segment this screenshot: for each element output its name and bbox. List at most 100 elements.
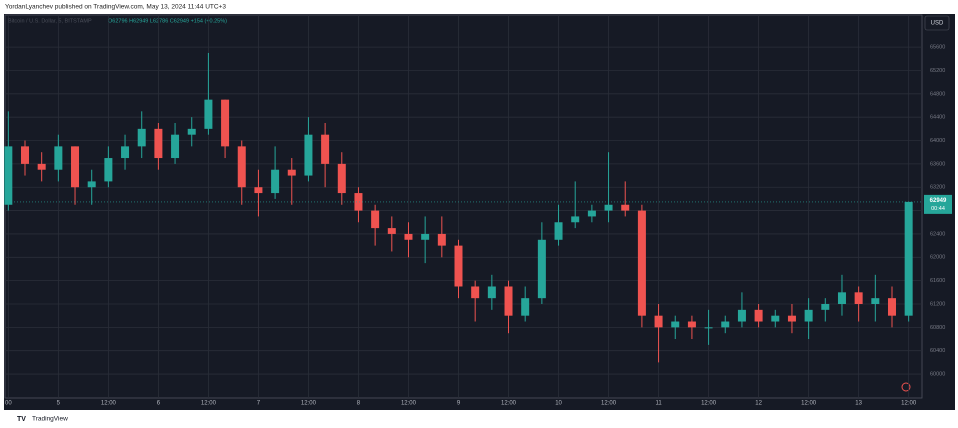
candle-body (54, 146, 63, 170)
x-tick-label: 6 (157, 401, 161, 407)
x-tick-label: 12:00 (801, 401, 817, 407)
candle-body (371, 210, 380, 229)
candle-body (737, 309, 746, 322)
candle-body (871, 298, 880, 305)
candle-body (721, 321, 730, 328)
candle-body (671, 321, 680, 328)
x-tick-label: 10 (555, 401, 562, 407)
currency: USD (931, 21, 944, 27)
y-tick-label: 64400 (930, 115, 945, 121)
candle-body (471, 286, 480, 299)
candle-body (704, 327, 713, 329)
candle-body (621, 204, 630, 211)
candle-body (587, 210, 596, 217)
candle-body (504, 286, 513, 316)
candle-body (454, 245, 463, 287)
y-tick-label: 61600 (930, 278, 945, 284)
x-tick-label: 12:00 (201, 401, 217, 407)
y-tick-label: 60800 (930, 325, 945, 331)
candle-body (271, 169, 280, 194)
y-tick-label: 63600 (930, 161, 945, 167)
candle-body (137, 128, 146, 147)
x-tick-label: 12:00 (601, 401, 617, 407)
brand: TradingView (32, 416, 68, 423)
candle-body (637, 210, 646, 316)
byline: YordanLyanchev published on TradingView.… (5, 4, 226, 11)
candle-body (654, 315, 663, 328)
x-tick-label: 8 (357, 401, 361, 407)
x-tick-label: 11 (655, 401, 662, 407)
y-tick-label: 60000 (930, 372, 945, 378)
candle-body (571, 216, 580, 223)
x-tick-label: 7 (257, 401, 261, 407)
candle-body (904, 201, 913, 316)
candle-body (854, 292, 863, 305)
candle-body (337, 163, 346, 194)
y-tick-label: 60400 (930, 348, 945, 354)
candle-body (404, 233, 413, 240)
candle-body (487, 286, 496, 299)
y-tick-label: 62000 (930, 255, 945, 261)
candle-body (837, 292, 846, 305)
y-tick-label: 63200 (930, 185, 945, 191)
chart-background (4, 14, 955, 410)
x-tick-label: 00 (5, 401, 12, 407)
countdown: 00:44 (931, 206, 945, 212)
x-tick-label: 12:00 (301, 401, 317, 407)
candle-body (821, 304, 830, 310)
candle-body (387, 228, 396, 234)
candle-body (304, 134, 313, 176)
candle-body (537, 239, 546, 299)
y-tick-label: 64800 (930, 91, 945, 97)
candle-body (787, 315, 796, 322)
y-tick-label: 62400 (930, 231, 945, 237)
candle-body (154, 128, 163, 159)
y-tick-label: 64000 (930, 138, 945, 144)
candle-body (287, 169, 296, 176)
x-tick-label: 5 (57, 401, 61, 407)
x-tick-label: 12:00 (401, 401, 417, 407)
x-tick-label: 12:00 (501, 401, 517, 407)
last-price-label: 62949 (930, 198, 947, 204)
candle-body (221, 99, 230, 147)
candle-body (21, 146, 30, 164)
candle-body (687, 321, 696, 328)
candle-body (521, 298, 530, 316)
x-tick-label: 12:00 (901, 401, 917, 407)
x-tick-label: 12:00 (101, 401, 117, 407)
candle-body (754, 309, 763, 322)
candle-body (204, 99, 213, 129)
candle-body (4, 146, 13, 205)
candle-body (771, 315, 780, 322)
event-icon (901, 382, 911, 392)
candle-body (171, 134, 180, 159)
candle-body (887, 298, 896, 316)
ohlc-legend: O62796 H62949 L62786 C62949 +154 (+0.25%… (108, 18, 227, 24)
candle-body (87, 181, 96, 188)
candle-body (237, 146, 246, 188)
x-tick-label: 9 (457, 401, 461, 407)
y-tick-label: 65600 (930, 45, 945, 51)
candle-body (121, 146, 130, 159)
y-tick-label: 65200 (930, 68, 945, 74)
last-price-box (924, 194, 952, 214)
candle-body (187, 128, 196, 135)
logo-mark: TV (17, 416, 26, 423)
candle-body (254, 187, 263, 194)
candle-body (321, 134, 330, 164)
y-tick-label: 61200 (930, 301, 945, 307)
candle-body (354, 193, 363, 211)
symbol: Bitcoin / U.S. Dollar, 5, BITSTAMP (8, 18, 92, 24)
candle-body (804, 309, 813, 322)
candle-body (554, 222, 563, 240)
plot-frame (4, 14, 923, 399)
x-tick-label: 12:00 (701, 401, 717, 407)
candle-body (421, 233, 430, 240)
candle-body (104, 158, 113, 182)
candle-body (604, 204, 613, 211)
candle-body (437, 233, 446, 246)
candle-body (71, 146, 80, 188)
x-tick-label: 13 (855, 401, 862, 407)
candle-body (37, 163, 46, 170)
